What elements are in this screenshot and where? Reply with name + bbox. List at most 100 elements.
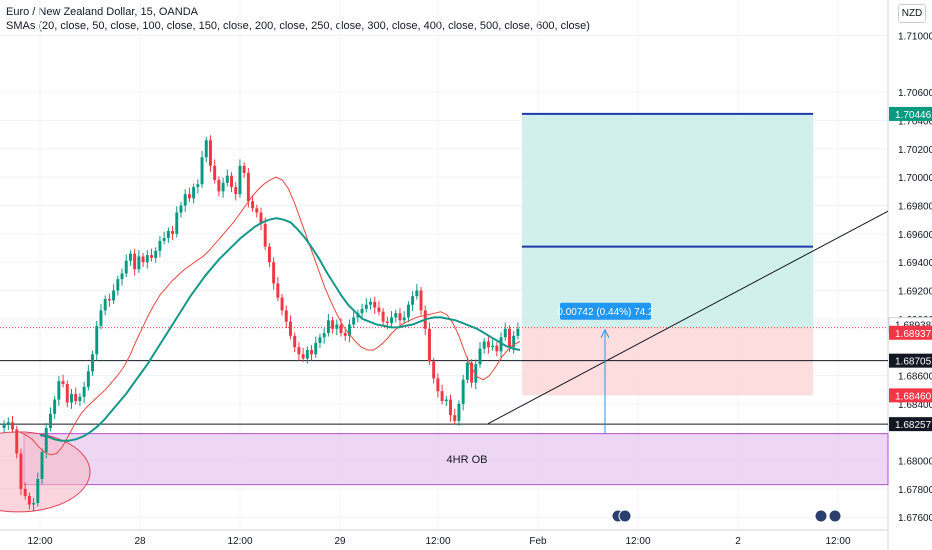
candle-body [326, 320, 330, 334]
candle-body [48, 413, 52, 428]
x-tick-label: 12:00 [27, 536, 52, 547]
order-block-label: 4HR OB [447, 454, 488, 466]
candle-body [145, 255, 149, 263]
candle-body [137, 256, 141, 270]
candle-body [95, 325, 99, 355]
candle-body [70, 393, 73, 403]
candle-body [427, 328, 431, 362]
sma-fast-line [19, 176, 521, 456]
candle-body [377, 307, 381, 312]
candle-body [221, 182, 225, 192]
candle-body [61, 381, 65, 385]
y-tick-label: 1.70200 [898, 145, 932, 156]
candle-body [440, 391, 444, 402]
price-label: 1.68937 [895, 329, 932, 340]
price-label-bg [889, 325, 932, 340]
event-icon [828, 509, 842, 523]
candle-body [15, 429, 19, 454]
candle-body [242, 165, 246, 173]
candle-body [91, 354, 95, 372]
candle-body [141, 256, 145, 263]
candle-body [394, 313, 398, 318]
measure-label: 0.00742 (0.44%) 74.2 [557, 307, 654, 318]
candle-body [208, 140, 212, 166]
candle-body [2, 423, 6, 428]
candle-body [343, 333, 347, 336]
candle-body [360, 308, 364, 314]
candle-body [116, 279, 120, 291]
candle-body [499, 337, 503, 352]
candle-body [166, 230, 170, 239]
candle-body [331, 320, 335, 329]
candle-body [398, 313, 402, 321]
profit-zone [522, 113, 813, 328]
candle-body [474, 364, 478, 383]
y-tick-label: 1.68600 [898, 372, 932, 383]
candle-body [478, 348, 482, 365]
candle-body [251, 201, 255, 209]
candle-body [503, 328, 507, 338]
price-label: 1.68257 [895, 420, 932, 431]
y-tick-label: 1.70600 [898, 88, 932, 99]
y-tick-label: 1.69800 [898, 201, 932, 212]
candle-body [491, 345, 495, 348]
candle-body [74, 393, 78, 402]
candle-body [19, 453, 23, 489]
candle-body [183, 194, 187, 206]
candle-body [482, 341, 486, 349]
candle-body [162, 238, 166, 241]
measure-label-bg [560, 302, 651, 320]
candle-body [255, 208, 259, 213]
candle-body [284, 310, 288, 322]
currency-badge[interactable]: NZD [898, 4, 926, 23]
candle-body [150, 255, 153, 258]
candle-body [453, 415, 457, 421]
y-tick-label: 1.70000 [898, 173, 932, 184]
overlays: 0.00742 (0.44%) 74.2 [487, 210, 889, 523]
candle-body [213, 165, 217, 180]
candle-body [314, 342, 318, 355]
candle-body [436, 378, 440, 392]
candle-body [267, 246, 271, 263]
price-label-bg [889, 106, 932, 121]
candle-body [512, 335, 516, 348]
candle-body [411, 296, 415, 305]
candle-body [32, 503, 36, 505]
candle-body [432, 361, 436, 379]
candle-body [124, 260, 128, 274]
candle-body [263, 223, 267, 247]
candle-body [82, 386, 86, 397]
candle-body [225, 175, 229, 183]
price-label-bg [889, 353, 932, 368]
candle-body [154, 250, 158, 258]
candle-body [53, 399, 57, 414]
candle-body [179, 205, 183, 213]
candle-body [293, 335, 297, 348]
candle-body [65, 384, 69, 403]
candle-body [347, 324, 351, 336]
candle-body [175, 212, 179, 234]
candle-body [339, 324, 343, 334]
candle-body [419, 290, 423, 311]
sma-slow-line [39, 217, 521, 442]
candle-body [246, 172, 250, 202]
y-tick-label: 1.68400 [898, 400, 932, 411]
candle-body [196, 184, 200, 188]
candle-body [133, 253, 137, 270]
candle-body [305, 350, 309, 359]
loss-zone [522, 327, 813, 396]
candle-body [381, 311, 385, 322]
candle-body [457, 403, 461, 421]
moving-averages [19, 176, 521, 456]
candle-body [44, 427, 48, 453]
x-axis: 12:00 28 12:00 29 12:00 Feb 12:00 2 12:00 [27, 536, 850, 547]
candle-body [36, 478, 40, 504]
candle-body [171, 230, 175, 234]
price-label: 1.70446 [895, 110, 932, 121]
y-tick-label: 1.69200 [898, 287, 932, 298]
x-tick-label: 29 [334, 536, 346, 547]
candle-body [415, 290, 419, 297]
candle-body [495, 345, 499, 352]
indicator-legend[interactable]: SMAs (20, close, 50, close, 100, close, … [6, 20, 590, 32]
